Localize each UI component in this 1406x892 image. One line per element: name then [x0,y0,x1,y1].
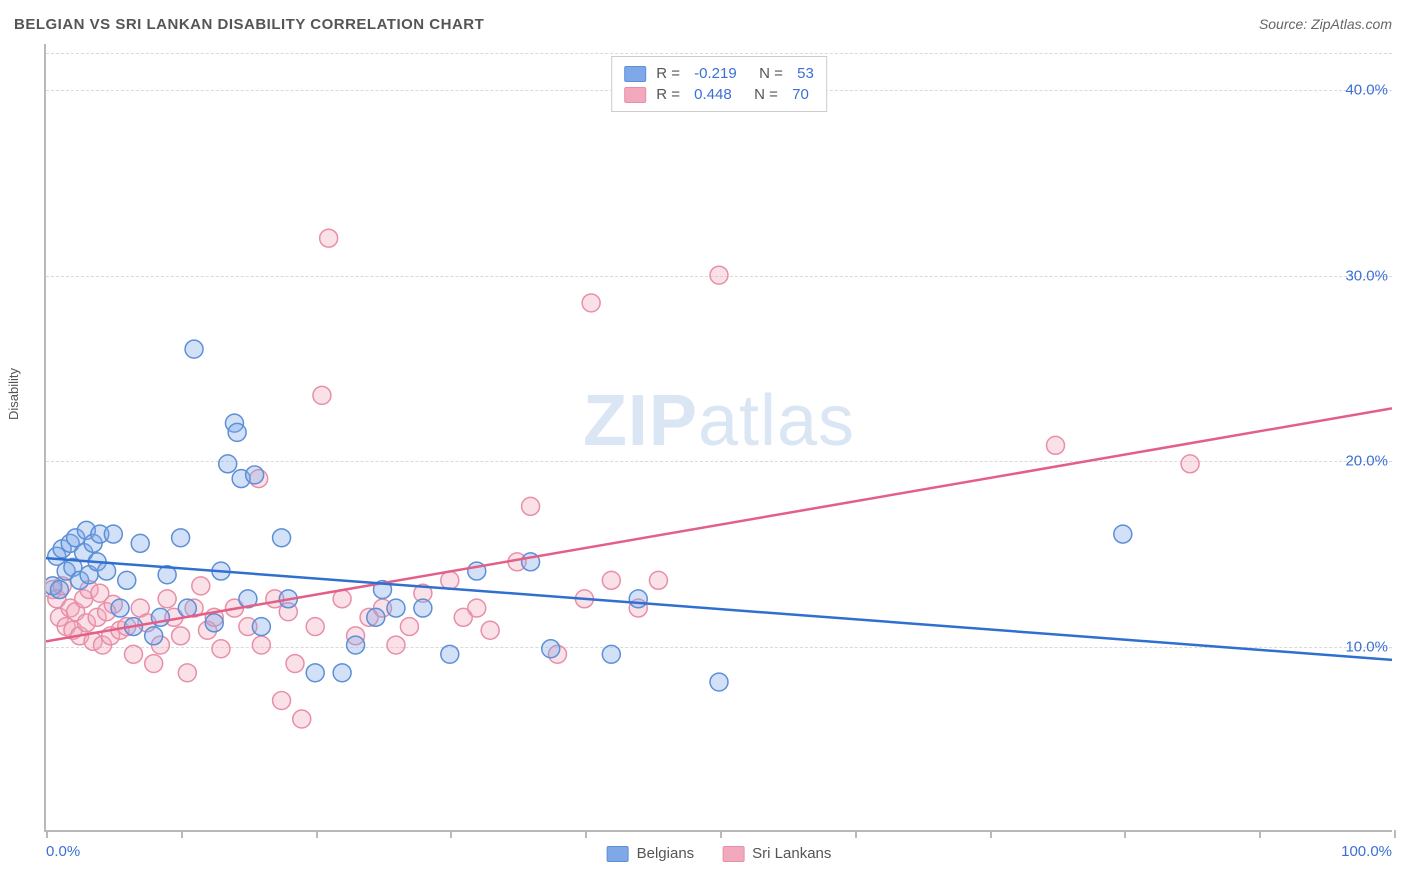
x-tick [990,830,992,838]
data-point [602,571,620,589]
data-point [286,655,304,673]
chart-source: Source: ZipAtlas.com [1259,16,1392,32]
data-point [582,294,600,312]
series-legend: Belgians Sri Lankans [607,845,832,862]
x-tick [316,830,318,838]
data-point [468,599,486,617]
chart-title: BELGIAN VS SRI LANKAN DISABILITY CORRELA… [14,16,484,33]
data-point [192,577,210,595]
data-point [273,692,291,710]
data-point [441,645,459,663]
data-point [522,497,540,515]
x-axis-max-label: 100.0% [1341,843,1392,860]
data-point [1047,436,1065,454]
data-point [649,571,667,589]
legend-item-belgians: Belgians [607,845,695,862]
data-point [313,386,331,404]
source-name: ZipAtlas.com [1311,16,1392,32]
data-point [347,636,365,654]
data-point [629,590,647,608]
data-point [111,599,129,617]
data-point [252,636,270,654]
data-point [710,673,728,691]
x-tick [1124,830,1126,838]
r-label: R = [656,65,684,82]
legend-label-srilankans: Sri Lankans [752,845,831,862]
data-point [212,640,230,658]
n-value-belgians: 53 [797,65,814,82]
n-value-srilankans: 70 [792,86,809,103]
data-point [219,455,237,473]
data-point [441,571,459,589]
r-label: R = [656,86,684,103]
x-tick [181,830,183,838]
data-point [602,645,620,663]
data-point [50,581,68,599]
data-point [333,664,351,682]
data-point [1114,525,1132,543]
legend-row-belgians: R = -0.219 N = 53 [624,63,814,84]
x-tick [46,830,48,838]
n-label: N = [747,65,787,82]
x-tick [855,830,857,838]
data-point [306,664,324,682]
x-tick [450,830,452,838]
data-point [320,229,338,247]
y-axis-label: Disability [6,368,21,420]
data-point [104,525,122,543]
data-point [306,618,324,636]
trend-line [46,558,1392,660]
n-label: N = [742,86,782,103]
correlation-legend: R = -0.219 N = 53 R = 0.448 N = 70 [611,56,827,112]
data-point [118,571,136,589]
data-point [542,640,560,658]
data-point [252,618,270,636]
data-point [333,590,351,608]
data-point [367,608,385,626]
data-point [228,423,246,441]
data-point [125,645,143,663]
scatter-svg [46,44,1392,830]
trend-line [46,408,1392,641]
data-point [414,599,432,617]
data-point [145,627,163,645]
swatch-srilankans-icon [722,846,744,862]
legend-item-srilankans: Sri Lankans [722,845,831,862]
data-point [246,466,264,484]
data-point [131,534,149,552]
data-point [481,621,499,639]
data-point [273,529,291,547]
data-point [400,618,418,636]
data-point [293,710,311,728]
data-point [205,614,223,632]
x-tick [1259,830,1261,838]
data-point [172,627,190,645]
plot-area: ZIPatlas 10.0%20.0%30.0%40.0% 0.0% 100.0… [44,44,1392,832]
data-point [710,266,728,284]
data-point [158,590,176,608]
swatch-belgians-icon [607,846,629,862]
data-point [98,562,116,580]
x-tick [585,830,587,838]
plot-frame: ZIPatlas 10.0%20.0%30.0%40.0% 0.0% 100.0… [44,44,1392,832]
x-axis-min-label: 0.0% [46,843,80,860]
source-prefix: Source: [1259,16,1311,32]
data-point [1181,455,1199,473]
data-point [185,340,203,358]
data-point [178,599,196,617]
r-value-srilankans: 0.448 [694,86,732,103]
swatch-srilankans-icon [624,87,646,103]
data-point [387,599,405,617]
swatch-belgians-icon [624,66,646,82]
x-tick [1394,830,1396,838]
data-point [387,636,405,654]
x-tick [720,830,722,838]
legend-row-srilankans: R = 0.448 N = 70 [624,84,814,105]
data-point [172,529,190,547]
data-point [178,664,196,682]
legend-label-belgians: Belgians [637,845,695,862]
data-point [145,655,163,673]
r-value-belgians: -0.219 [694,65,737,82]
